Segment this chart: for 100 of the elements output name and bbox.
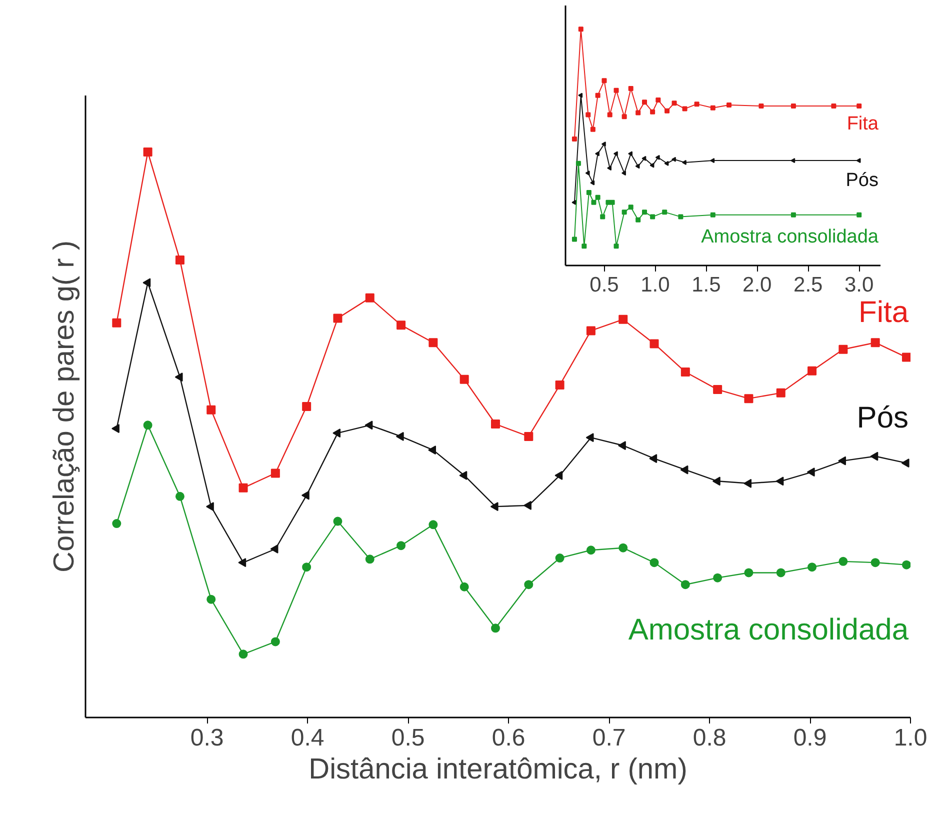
point xyxy=(664,160,669,166)
point xyxy=(586,433,594,442)
point xyxy=(524,432,534,441)
series-label: Amostra consolidada xyxy=(628,613,909,646)
point xyxy=(396,320,406,330)
point xyxy=(635,164,640,169)
point xyxy=(601,142,606,147)
point xyxy=(302,562,312,572)
point xyxy=(595,151,600,156)
point xyxy=(555,380,564,390)
point xyxy=(744,568,754,578)
point xyxy=(590,126,596,132)
point xyxy=(838,344,848,354)
x-tick-label: 1.0 xyxy=(894,724,928,752)
point xyxy=(656,98,661,103)
point xyxy=(600,214,606,220)
point xyxy=(628,86,634,91)
point xyxy=(174,372,183,382)
point xyxy=(831,103,836,108)
point xyxy=(713,385,722,394)
point xyxy=(578,26,584,32)
point xyxy=(628,151,632,156)
point xyxy=(585,170,590,176)
point xyxy=(364,420,373,430)
point xyxy=(460,374,469,384)
point xyxy=(680,580,690,590)
point xyxy=(333,516,342,526)
point xyxy=(490,624,500,633)
point xyxy=(744,478,752,488)
point xyxy=(902,352,910,362)
point xyxy=(790,158,796,164)
x-tick-label: 0.6 xyxy=(492,724,526,752)
point xyxy=(622,114,627,120)
point xyxy=(613,151,618,156)
x-tick-label: 0.5 xyxy=(590,274,619,296)
point xyxy=(808,562,817,572)
point xyxy=(301,490,310,500)
x-tick-label: 0.4 xyxy=(290,724,324,752)
point xyxy=(595,194,600,200)
point xyxy=(614,244,619,249)
point xyxy=(206,405,216,414)
point xyxy=(582,244,587,249)
point xyxy=(628,204,634,210)
point xyxy=(206,594,216,604)
point xyxy=(902,560,910,570)
point xyxy=(776,476,784,486)
point xyxy=(490,420,500,429)
point xyxy=(650,214,656,220)
point xyxy=(650,558,659,568)
point xyxy=(710,158,715,164)
point xyxy=(680,368,690,377)
point xyxy=(175,256,184,265)
point xyxy=(586,190,592,195)
point xyxy=(610,200,615,205)
point xyxy=(270,637,280,646)
x-tick-label: 2.5 xyxy=(794,274,823,296)
point xyxy=(672,100,677,106)
point xyxy=(428,446,436,455)
point xyxy=(618,314,628,324)
point xyxy=(302,402,312,411)
point xyxy=(460,582,469,592)
point xyxy=(586,112,591,118)
point xyxy=(838,556,848,566)
point xyxy=(744,394,754,404)
point xyxy=(680,465,688,474)
point xyxy=(175,492,184,501)
series-label: Fita xyxy=(846,113,879,134)
point xyxy=(572,136,577,142)
x-tick-label: 0.9 xyxy=(793,724,827,752)
point xyxy=(206,502,214,512)
point xyxy=(524,580,534,590)
point xyxy=(618,441,626,450)
point xyxy=(790,103,796,108)
point xyxy=(270,468,280,478)
point xyxy=(678,214,684,220)
point xyxy=(270,544,278,554)
point xyxy=(776,388,786,398)
point xyxy=(428,520,438,530)
point xyxy=(590,180,595,186)
x-tick-label: 1.0 xyxy=(640,274,670,296)
point xyxy=(856,212,862,218)
point xyxy=(607,166,612,171)
point xyxy=(642,210,648,215)
point xyxy=(870,338,880,348)
point xyxy=(333,314,342,323)
point xyxy=(591,200,596,205)
point xyxy=(238,558,246,568)
point xyxy=(622,210,627,215)
point xyxy=(758,103,764,108)
point xyxy=(870,558,880,568)
point xyxy=(142,278,151,288)
point xyxy=(607,112,612,118)
point xyxy=(712,476,720,486)
x-tick-label: 0.5 xyxy=(391,724,425,752)
point xyxy=(636,217,641,222)
point xyxy=(682,106,688,112)
point xyxy=(490,502,498,512)
point xyxy=(586,546,596,555)
point xyxy=(576,160,581,166)
point xyxy=(586,326,596,336)
